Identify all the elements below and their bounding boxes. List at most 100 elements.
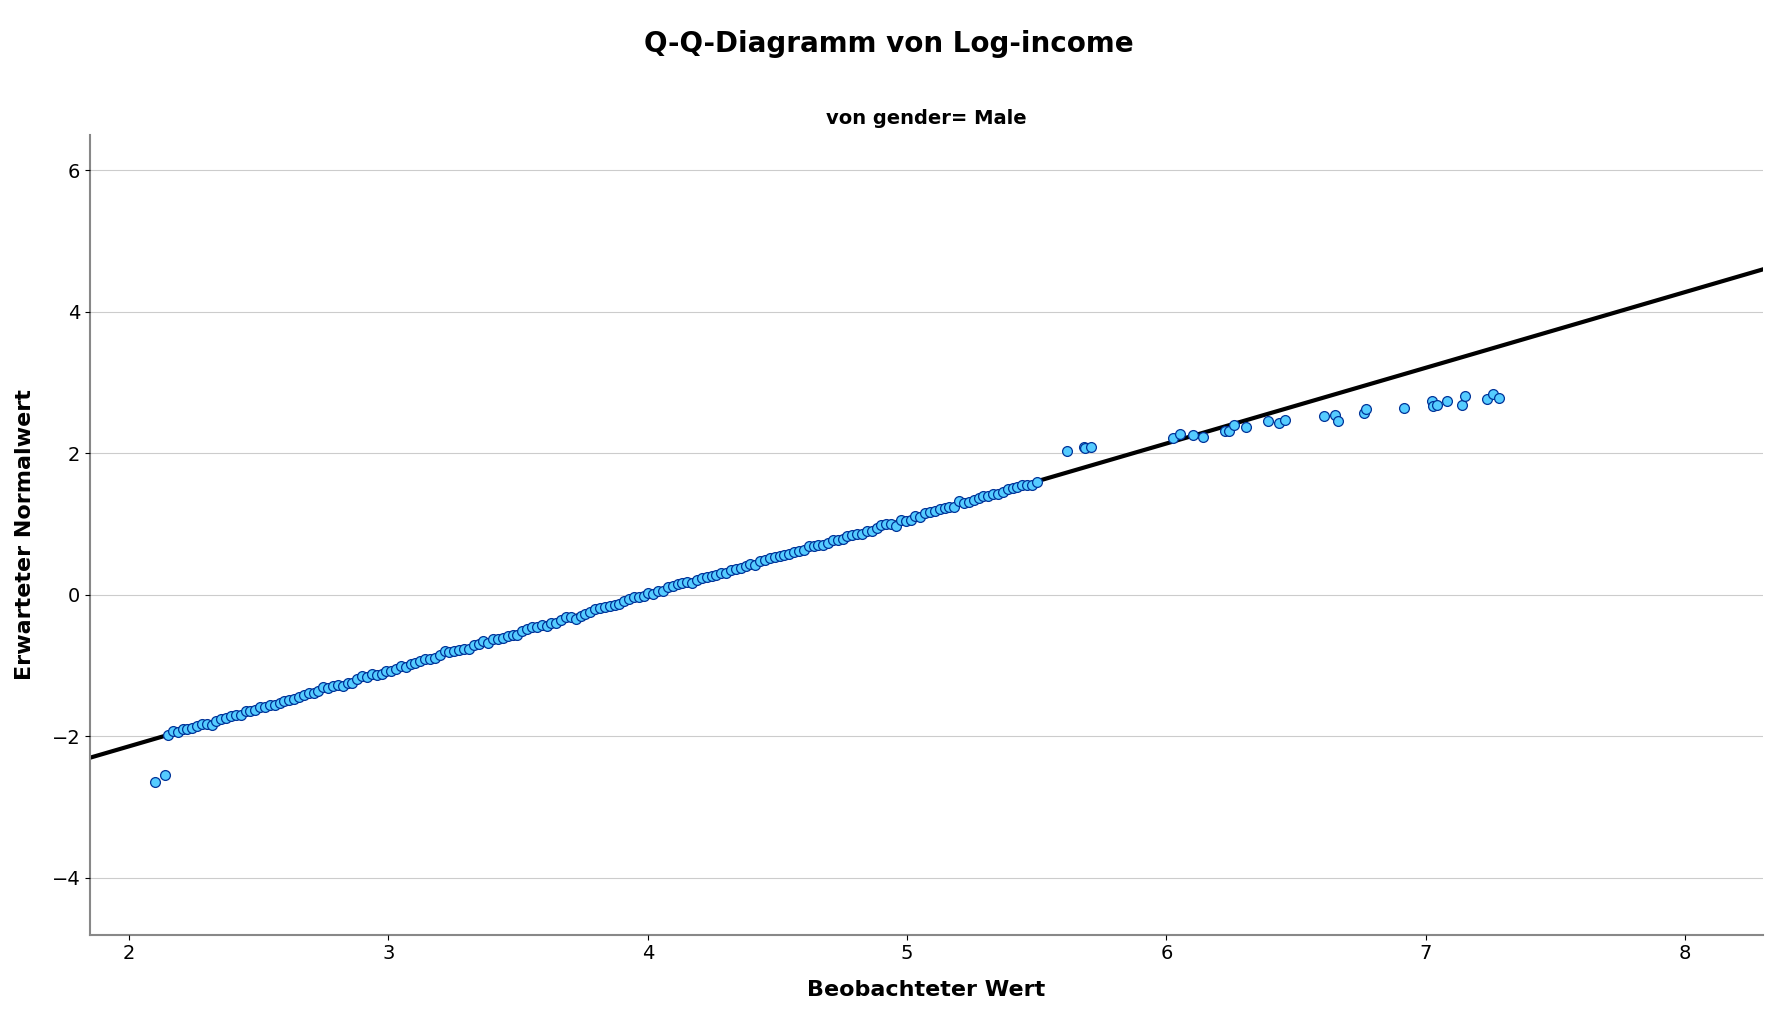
Point xyxy=(1447,397,1476,413)
Point xyxy=(775,546,804,562)
Point xyxy=(877,516,905,532)
Point xyxy=(1003,479,1031,495)
Point xyxy=(590,599,619,615)
Point xyxy=(261,696,290,713)
Point xyxy=(242,701,270,718)
Point xyxy=(882,518,910,534)
Point xyxy=(921,502,949,519)
Point xyxy=(528,617,557,633)
Point xyxy=(683,571,711,588)
Point xyxy=(153,727,181,743)
Point xyxy=(717,561,745,578)
Point xyxy=(891,513,919,529)
Point xyxy=(688,570,717,587)
Point xyxy=(444,642,473,659)
Point xyxy=(494,628,523,645)
Point xyxy=(887,513,916,529)
Point xyxy=(596,598,624,614)
Point xyxy=(853,523,882,539)
Point xyxy=(601,597,629,613)
Point xyxy=(576,604,605,620)
Point xyxy=(425,647,453,663)
Point xyxy=(818,532,846,548)
Point xyxy=(857,523,885,539)
Point xyxy=(441,642,469,659)
X-axis label: Beobachteter Wert: Beobachteter Wert xyxy=(807,980,1045,1000)
Point xyxy=(697,568,725,585)
Title: von gender= Male: von gender= Male xyxy=(827,109,1028,128)
Point xyxy=(964,489,992,505)
Point xyxy=(585,600,613,616)
Point xyxy=(1422,397,1451,413)
Point xyxy=(1271,412,1300,428)
Point xyxy=(926,501,955,518)
Point xyxy=(295,685,324,701)
Point xyxy=(368,666,396,682)
Point xyxy=(222,706,251,723)
Point xyxy=(265,694,293,710)
Point xyxy=(197,717,226,733)
Point xyxy=(960,491,989,508)
Point xyxy=(299,685,327,701)
Point xyxy=(834,528,862,544)
Point xyxy=(178,720,206,736)
Point xyxy=(551,609,580,625)
Point xyxy=(804,537,832,553)
Point xyxy=(843,526,871,542)
Point xyxy=(615,592,644,608)
Point xyxy=(172,722,201,738)
Point xyxy=(629,588,658,604)
Point xyxy=(212,709,240,726)
Point xyxy=(702,566,731,583)
Point xyxy=(421,651,450,667)
Point xyxy=(581,601,610,617)
Point xyxy=(343,671,372,687)
Point xyxy=(382,661,411,677)
Point xyxy=(980,486,1008,502)
Point xyxy=(983,485,1012,501)
Point xyxy=(537,615,565,631)
Point xyxy=(1264,415,1293,431)
Point xyxy=(557,609,585,625)
Point xyxy=(848,526,877,542)
Point xyxy=(649,584,677,600)
Point xyxy=(386,658,414,674)
Point xyxy=(352,669,380,685)
Point xyxy=(571,606,599,622)
Point xyxy=(1017,477,1045,493)
Point xyxy=(1053,443,1081,459)
Point xyxy=(1419,398,1447,414)
Point xyxy=(663,577,692,593)
Point xyxy=(290,687,318,703)
Point xyxy=(416,651,444,667)
Point xyxy=(279,691,308,707)
Point xyxy=(605,596,633,612)
Point xyxy=(324,677,352,693)
Point xyxy=(523,618,551,634)
Point xyxy=(372,663,400,679)
Point xyxy=(309,679,338,695)
Point xyxy=(1189,428,1218,445)
Point xyxy=(164,724,192,740)
Point xyxy=(736,555,765,571)
Point xyxy=(315,680,343,696)
Point xyxy=(756,550,784,566)
Point xyxy=(949,495,978,512)
Point xyxy=(722,560,750,577)
Point xyxy=(1417,394,1446,410)
Point xyxy=(868,518,896,534)
Point xyxy=(741,556,770,572)
Point xyxy=(731,557,759,573)
Point xyxy=(930,500,958,517)
Point xyxy=(348,668,377,684)
Point xyxy=(610,593,638,609)
Point xyxy=(517,619,546,635)
Point xyxy=(396,657,425,673)
Point xyxy=(829,531,857,547)
Point xyxy=(405,653,434,669)
Point xyxy=(455,640,484,657)
Point xyxy=(862,521,891,537)
Text: Q-Q-Diagramm von Log-income: Q-Q-Diagramm von Log-income xyxy=(644,30,1134,59)
Point xyxy=(708,565,736,582)
Point xyxy=(542,615,571,631)
